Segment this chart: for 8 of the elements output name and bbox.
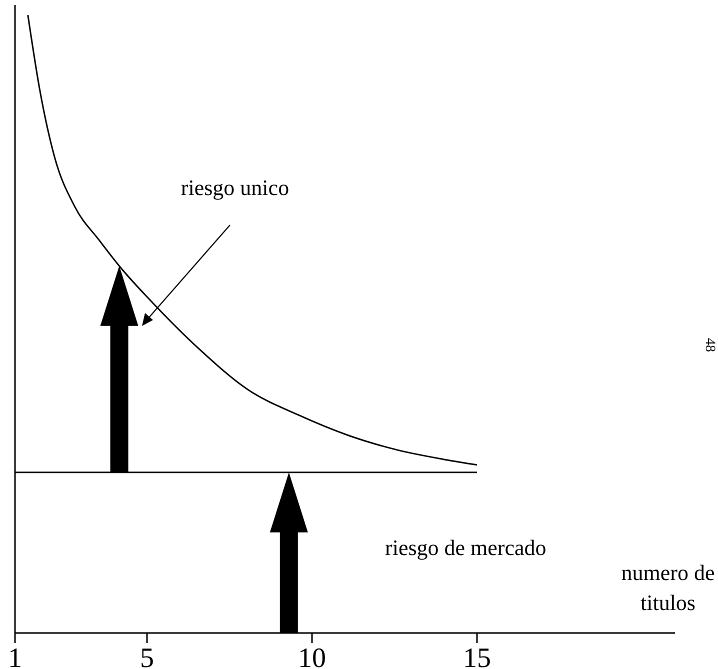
x-tick-label: 5 bbox=[140, 643, 154, 669]
x-axis-title: numero de titulos bbox=[621, 560, 715, 615]
annotation: riesgo unico bbox=[180, 175, 290, 200]
x-tick-label: 15 bbox=[463, 643, 491, 669]
x-tick-label: 1 bbox=[8, 643, 22, 669]
x-tick-label: 10 bbox=[298, 643, 326, 669]
text: 48 bbox=[702, 338, 717, 352]
annotation: riesgo de mercado bbox=[385, 535, 546, 560]
